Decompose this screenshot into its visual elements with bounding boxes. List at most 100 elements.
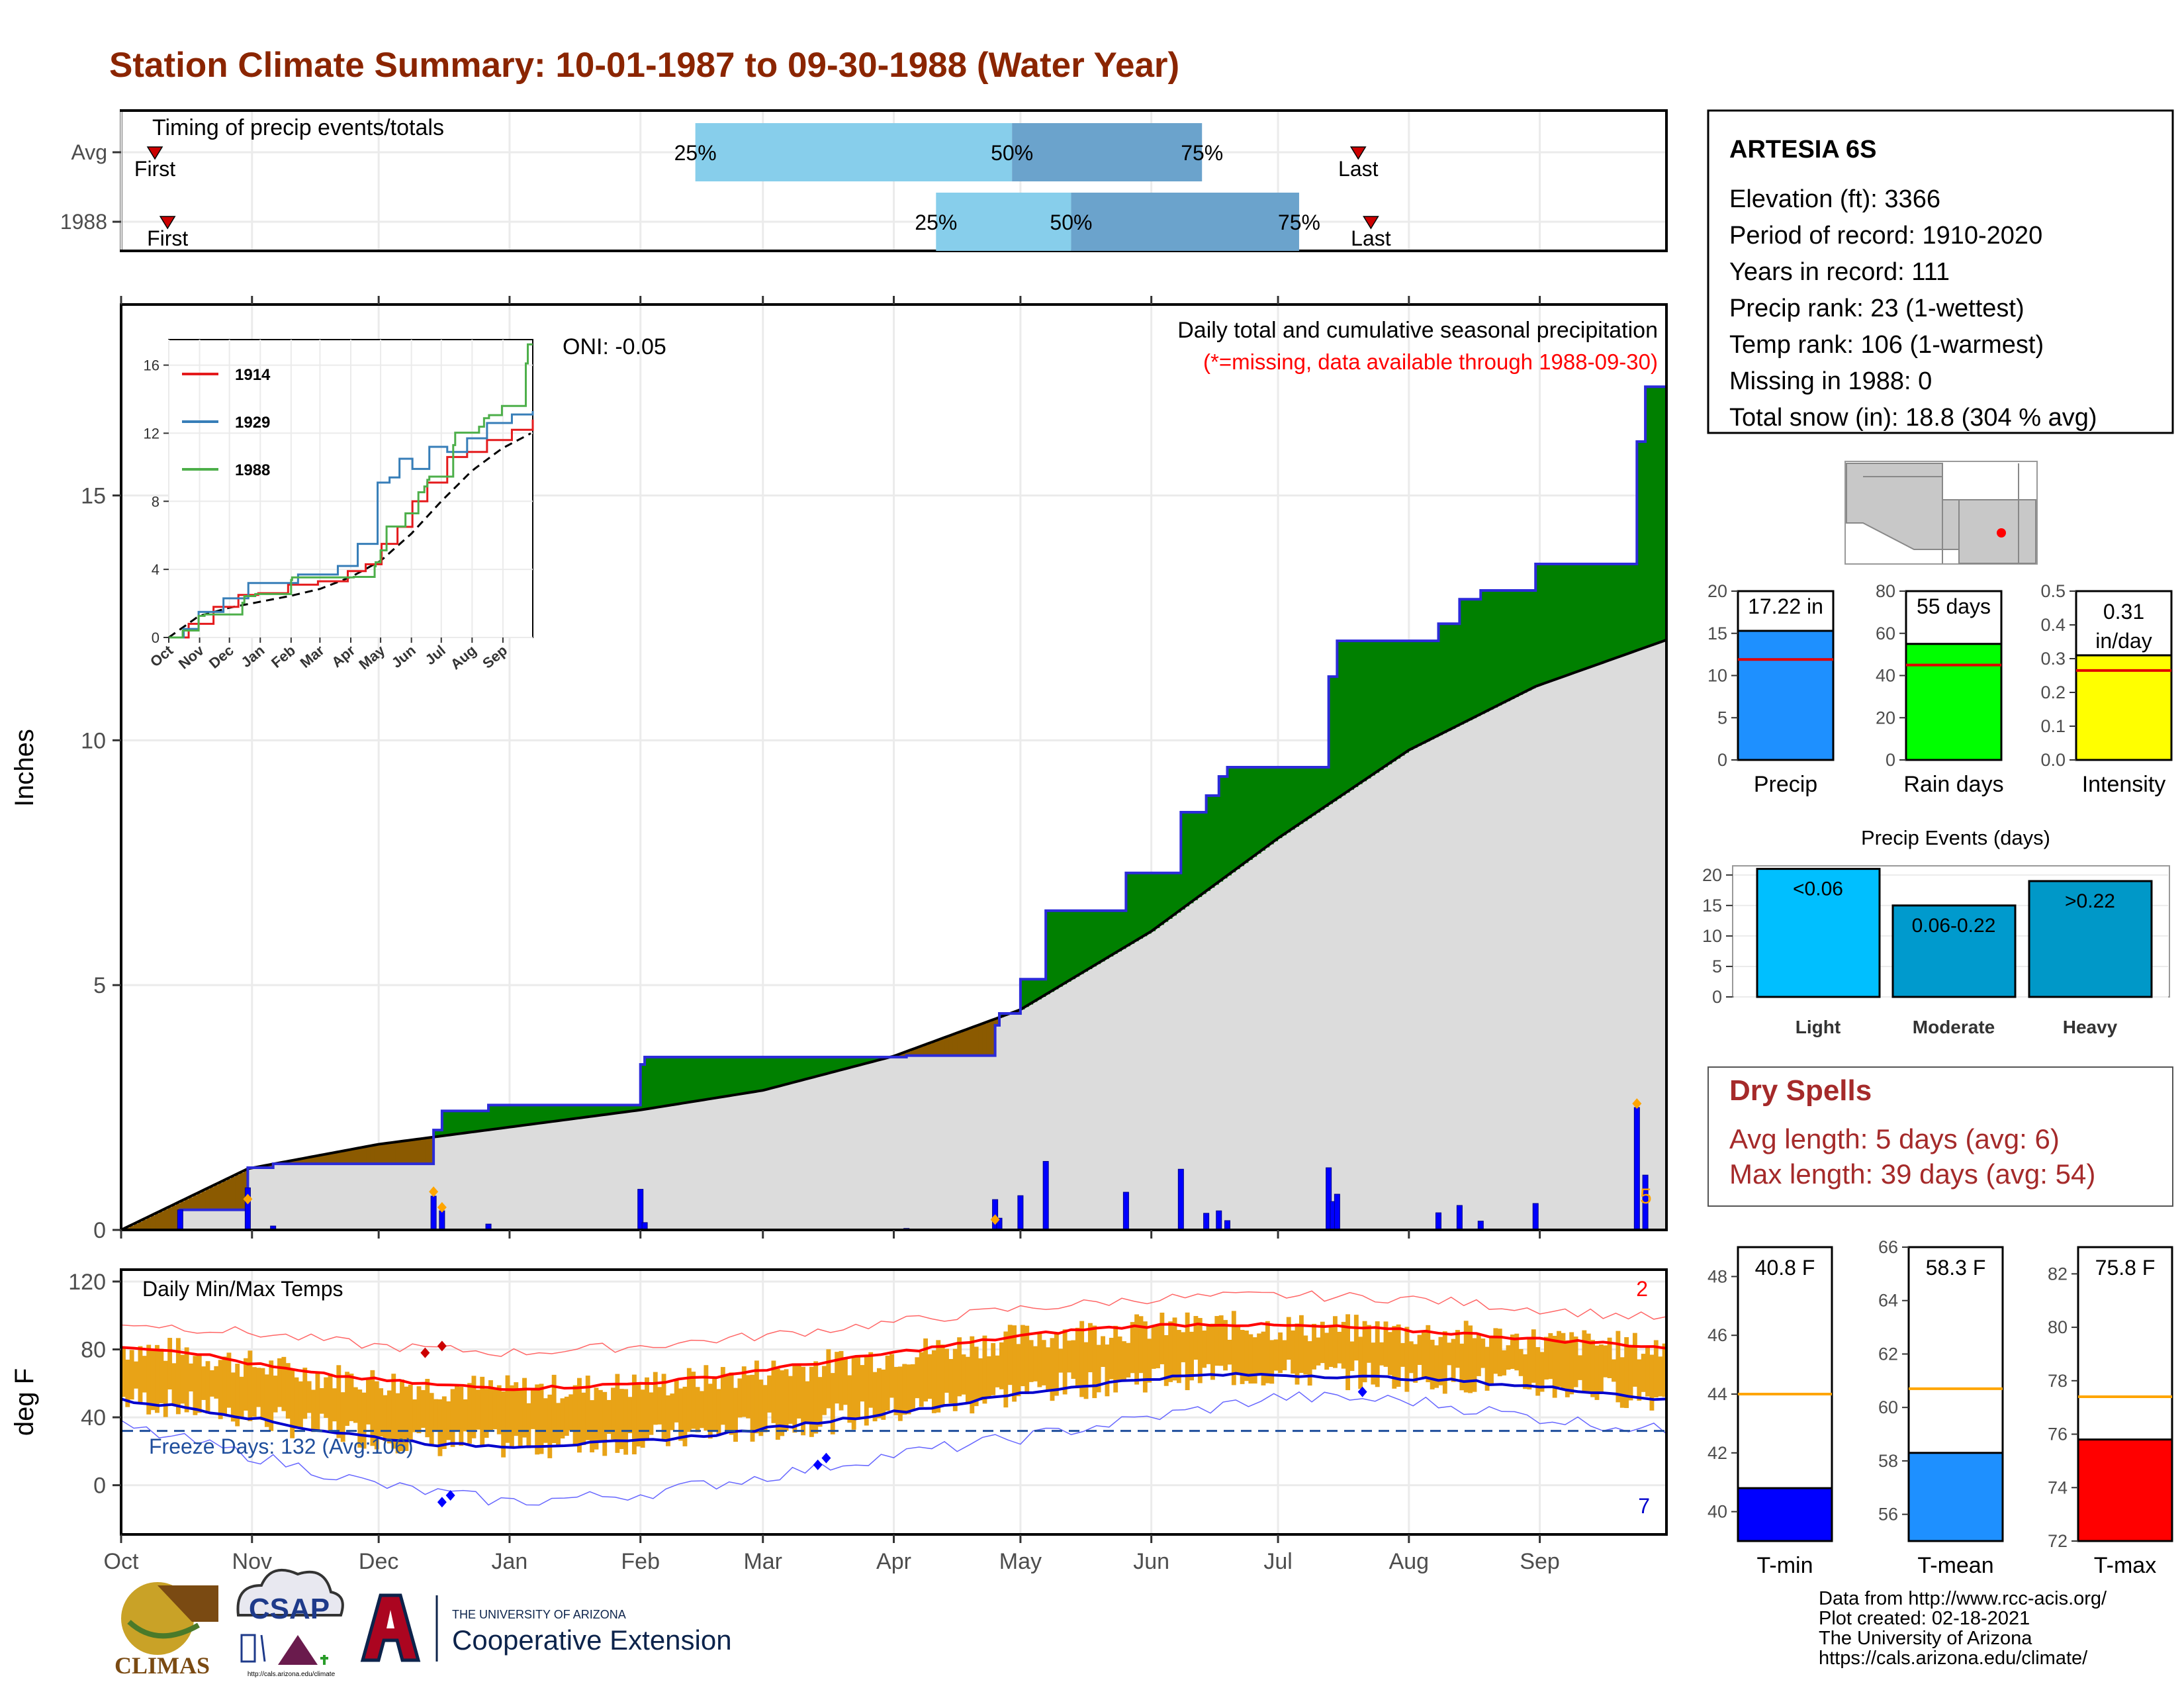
normal-area: [1202, 894, 1207, 1230]
difference-area: [366, 1147, 371, 1164]
normal-area: [1341, 795, 1346, 1230]
daily-precip-bar: [1122, 1192, 1129, 1231]
university-of-arizona-logo: THE UNIVERSITY OF ARIZONA Cooperative Ex…: [360, 1593, 732, 1662]
normal-area: [1024, 1007, 1030, 1230]
normal-area: [623, 1112, 629, 1230]
daily-temp-range: [885, 1355, 890, 1411]
footer-line: The University of Arizona: [1819, 1628, 2032, 1649]
daily-temp-range: [1578, 1355, 1582, 1380]
normal-area: [1214, 884, 1220, 1230]
difference-area: [505, 1105, 510, 1128]
difference-area: [1543, 564, 1549, 684]
difference-area: [813, 1056, 819, 1078]
daily-temp-range: [1455, 1330, 1460, 1368]
difference-area: [1367, 641, 1372, 779]
avg-min-line: [120, 1372, 1667, 1449]
difference-area: [361, 1147, 367, 1164]
difference-area: [1362, 641, 1367, 782]
normal-area: [991, 1055, 996, 1230]
difference-area: [1358, 641, 1363, 784]
month-label: Sep: [1520, 1549, 1560, 1574]
normal-area: [842, 1069, 848, 1230]
daily-temp-range: [919, 1352, 924, 1407]
difference-area: [733, 1056, 739, 1096]
normal-area: [1489, 710, 1494, 1230]
normal-area: [936, 1055, 941, 1230]
normal-area: [741, 1094, 747, 1230]
daily-temp-range: [475, 1389, 480, 1430]
daily-temp-range: [281, 1356, 287, 1411]
month-label: Apr: [876, 1549, 911, 1574]
daily-temp-range: [391, 1374, 396, 1449]
daily-temp-range: [606, 1399, 612, 1434]
daily-temp-range: [594, 1387, 599, 1450]
footer-line: Plot created: 02-18-2021: [1819, 1608, 2030, 1629]
difference-area: [171, 1205, 177, 1230]
daily-precip-bar: [1017, 1195, 1024, 1231]
normal-area: [404, 1164, 409, 1230]
avg-max-line: [120, 1322, 1667, 1391]
record-low-marker: [821, 1452, 831, 1464]
daily-temp-range: [244, 1358, 248, 1411]
daily-precip-bar: [1042, 1160, 1049, 1231]
normal-area: [767, 1089, 772, 1230]
normal-area: [488, 1129, 494, 1230]
station-info-box: ARTESIA 6S Elevation (ft): 3366 Period of…: [1707, 109, 2174, 434]
daily-temp-range: [315, 1372, 320, 1430]
daily-temp-range: [1426, 1325, 1431, 1383]
normal-area: [1185, 906, 1190, 1230]
daily-temp-range: [1303, 1335, 1308, 1375]
normal-area: [441, 1136, 447, 1230]
normal-area: [256, 1168, 261, 1230]
difference-area: [324, 1154, 329, 1164]
daily-temp-range: [412, 1399, 418, 1432]
normal-area: [251, 1168, 257, 1230]
normal-area: [370, 1164, 375, 1230]
tick-label: 60: [1878, 1397, 1898, 1417]
normal-area: [197, 1209, 202, 1230]
daily-temp-range: [543, 1398, 548, 1443]
normal-area: [298, 1164, 303, 1230]
daily-temp-range: [1007, 1325, 1013, 1385]
difference-area: [952, 1034, 958, 1056]
difference-area: [1130, 872, 1135, 944]
normal-area: [1138, 939, 1144, 1230]
normal-area: [1312, 815, 1317, 1230]
last-label: Last: [1351, 226, 1391, 250]
difference-area: [1531, 590, 1536, 689]
difference-area: [1341, 641, 1346, 796]
difference-area: [1455, 624, 1460, 727]
daily-temp-range: [817, 1377, 823, 1427]
difference-area: [205, 1189, 210, 1210]
difference-area: [1375, 641, 1380, 773]
normal-area: [450, 1135, 455, 1230]
normal-area: [974, 1055, 979, 1230]
normal-area: [822, 1074, 827, 1230]
normal-area: [336, 1164, 341, 1230]
daily-temp-range: [631, 1374, 637, 1455]
daily-temp-range: [184, 1347, 189, 1413]
difference-area: [383, 1143, 388, 1164]
daily-temp-range: [1434, 1345, 1439, 1388]
difference-area: [572, 1105, 578, 1119]
difference-area: [514, 1105, 519, 1127]
difference-area: [480, 1111, 485, 1131]
difference-area: [1442, 624, 1447, 733]
normal-area: [999, 1017, 1004, 1230]
daily-temp-range: [446, 1401, 451, 1440]
normal-area: [340, 1164, 345, 1230]
events-title: Precip Events (days): [1861, 826, 2050, 849]
difference-area: [835, 1056, 840, 1072]
normal-area: [1282, 835, 1287, 1230]
daily-temp-range: [623, 1389, 629, 1455]
normal-area: [535, 1123, 540, 1230]
normal-area: [649, 1108, 654, 1230]
normal-area: [459, 1133, 464, 1230]
difference-area: [741, 1056, 747, 1094]
difference-area: [978, 1025, 983, 1056]
daily-temp-range: [704, 1365, 709, 1431]
normal-area: [1041, 997, 1046, 1230]
daily-temp-range: [1214, 1316, 1220, 1366]
station-info-line: Years in record: 111: [1729, 258, 1950, 286]
difference-area: [235, 1174, 240, 1210]
